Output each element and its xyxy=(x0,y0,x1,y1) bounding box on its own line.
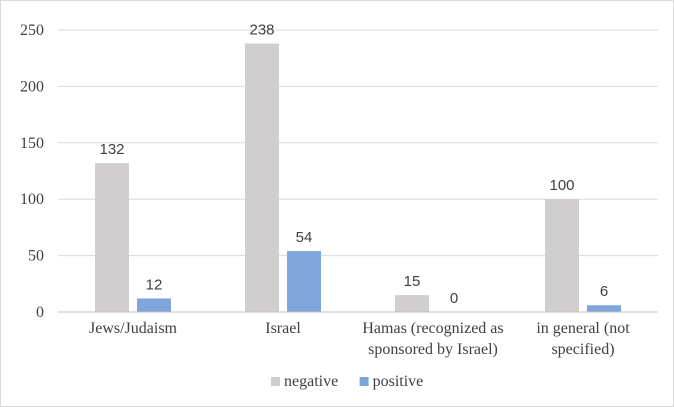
data-label-negative: 100 xyxy=(549,177,574,194)
bar-positive xyxy=(287,251,321,312)
y-tick-label: 0 xyxy=(36,304,44,321)
data-label-positive: 0 xyxy=(450,290,458,307)
legend: negative positive xyxy=(271,373,423,390)
x-category-label: Hamas (recognized as xyxy=(362,320,503,337)
y-tick-label: 200 xyxy=(20,78,44,95)
x-category-label: sponsored by Israel) xyxy=(368,341,498,358)
x-category-label: specified) xyxy=(551,341,614,358)
y-tick-label: 150 xyxy=(20,135,44,152)
data-label-negative: 15 xyxy=(404,273,421,290)
legend-label-positive: positive xyxy=(373,373,424,390)
x-category-label: Israel xyxy=(265,320,301,337)
bar-negative xyxy=(545,199,579,312)
x-category-label: in general (not xyxy=(536,320,630,337)
legend-swatch-positive xyxy=(359,377,369,386)
data-label-negative: 132 xyxy=(99,141,124,158)
y-tick-label: 250 xyxy=(20,22,44,39)
data-labels: 132 12 238 54 15 0 100 6 xyxy=(99,22,608,307)
bar-positive xyxy=(137,298,171,312)
bars xyxy=(95,43,621,312)
data-label-positive: 12 xyxy=(146,276,163,293)
data-label-negative: 238 xyxy=(249,22,274,39)
data-label-positive: 54 xyxy=(296,229,313,246)
data-label-positive: 6 xyxy=(600,283,608,300)
bar-negative xyxy=(95,163,129,312)
y-tick-label: 100 xyxy=(20,191,44,208)
legend-swatch-negative xyxy=(271,377,280,386)
y-axis: 0 50 100 150 200 250 xyxy=(20,22,44,321)
legend-label-negative: negative xyxy=(284,373,338,390)
y-tick-label: 50 xyxy=(28,248,44,265)
bar-positive xyxy=(587,305,621,312)
bar-negative xyxy=(245,43,279,312)
bar-negative xyxy=(395,295,429,312)
x-category-label: Jews/Judaism xyxy=(89,320,178,337)
x-axis: Jews/Judaism Israel Hamas (recognized as sp… xyxy=(58,311,658,358)
